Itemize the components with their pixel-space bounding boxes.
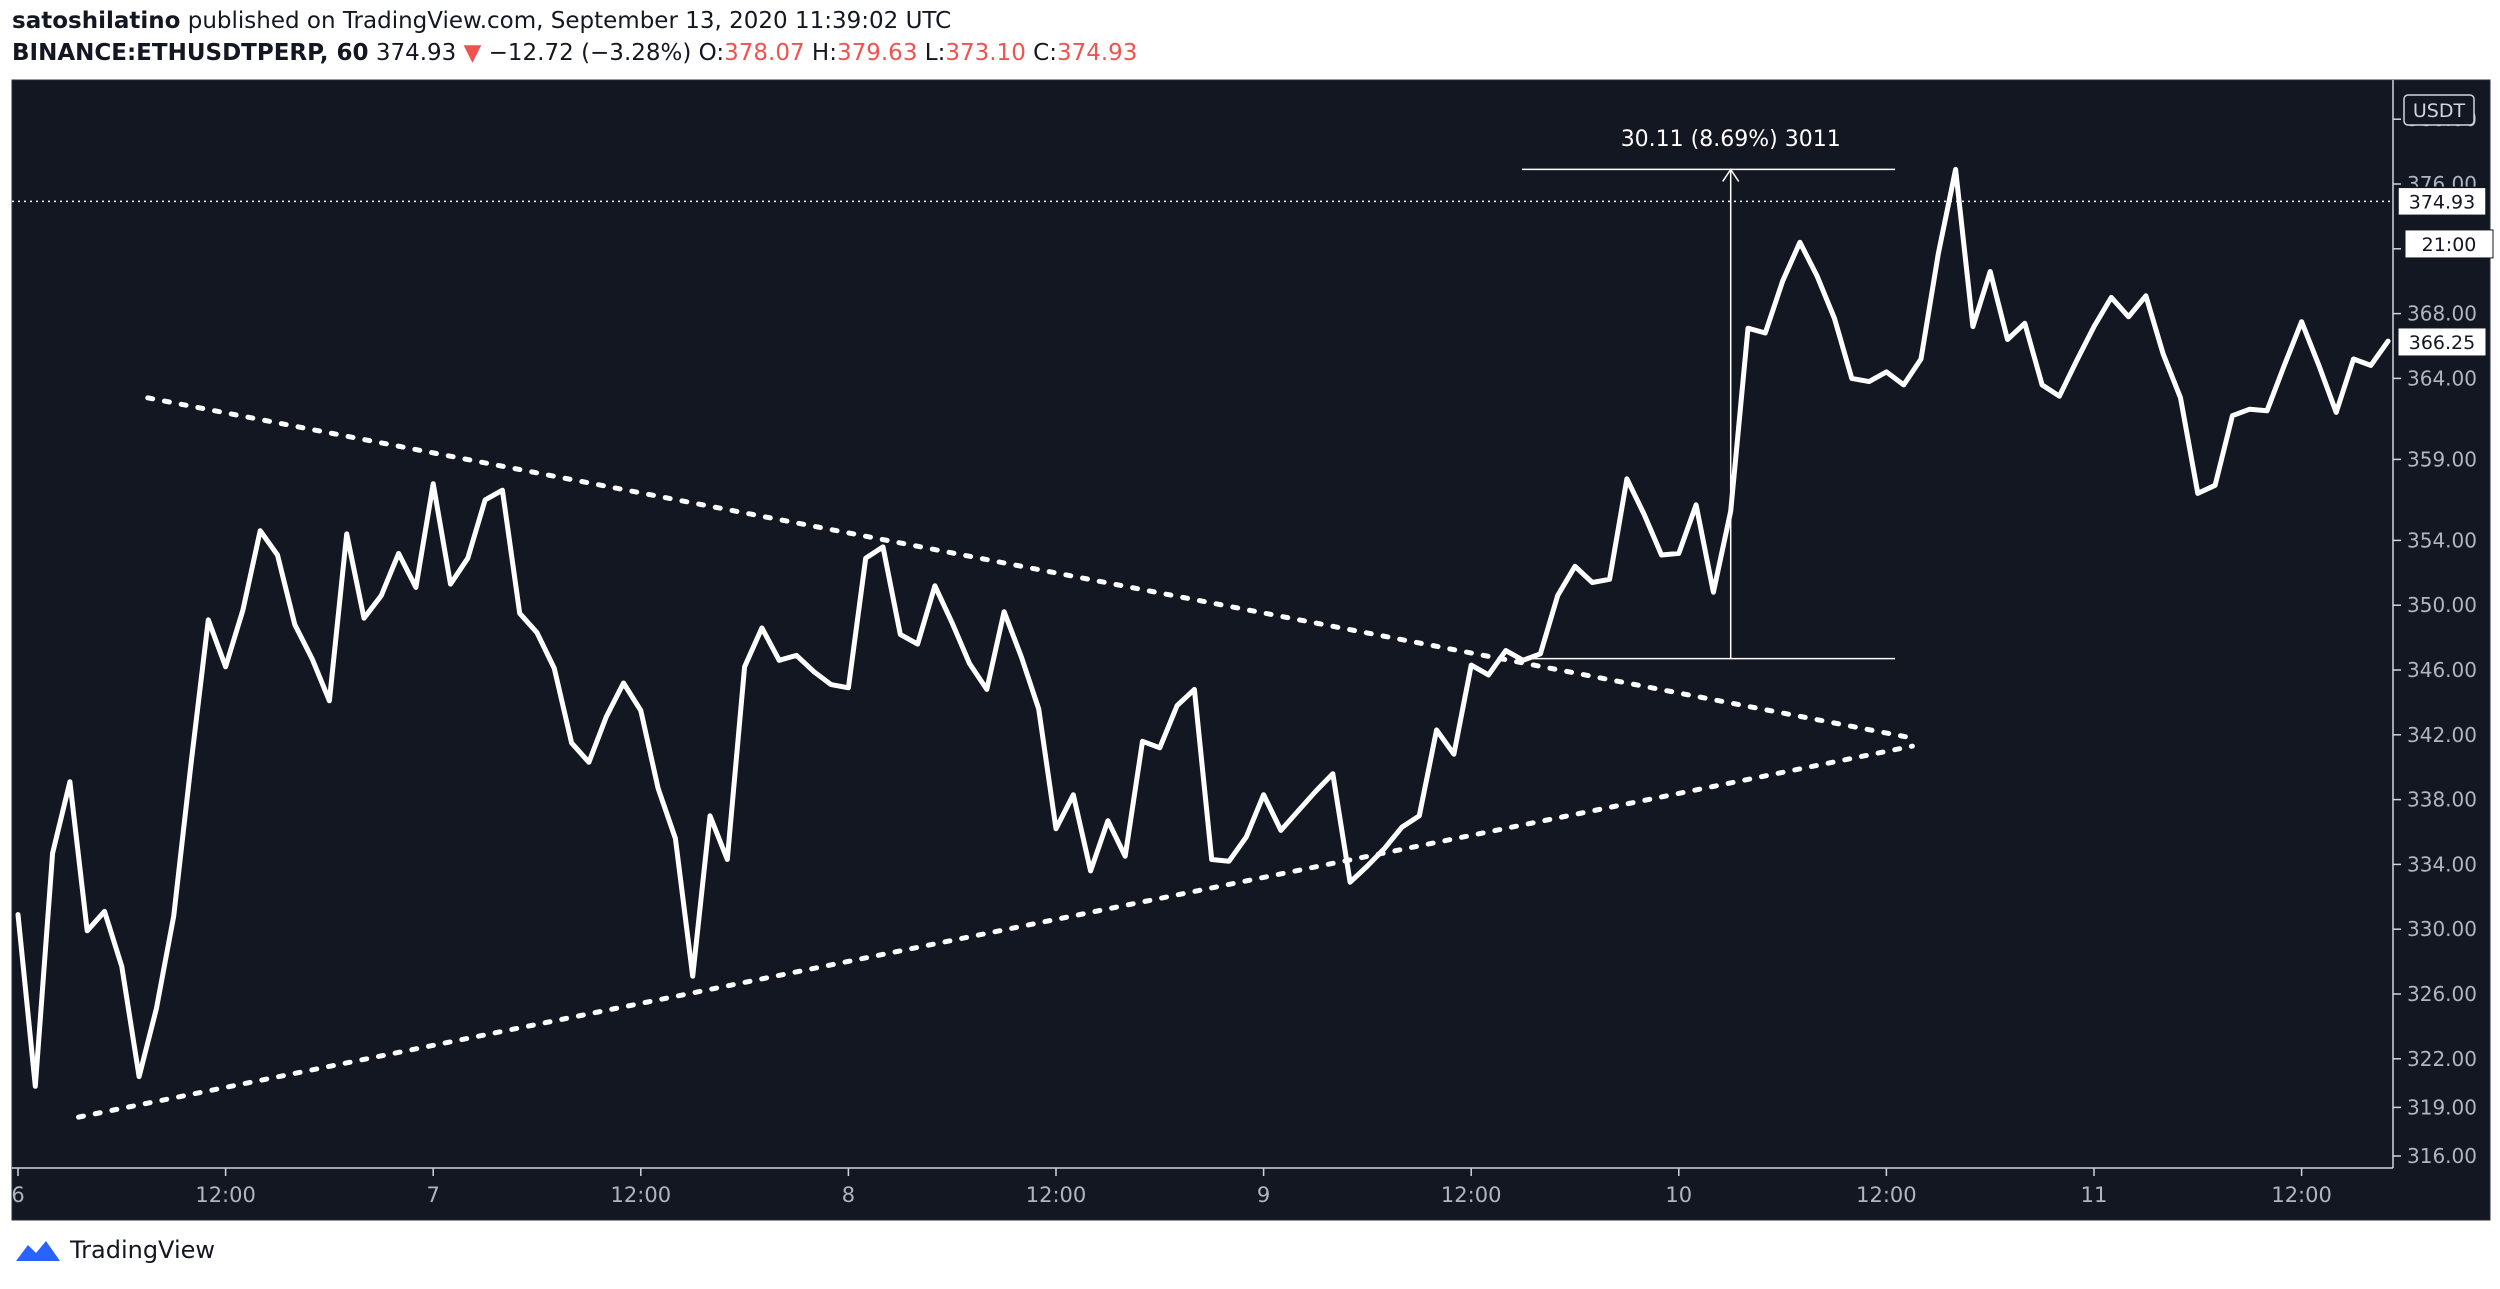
- x-tick-label: 12:00: [1856, 1183, 1917, 1207]
- down-arrow-icon: ▼: [463, 40, 482, 66]
- x-tick-label: 12:00: [195, 1183, 256, 1207]
- published-text: published on TradingView.com, September …: [187, 8, 952, 34]
- open-label: O:: [698, 40, 725, 66]
- price-change: −12.72 (−3.28%): [488, 40, 692, 66]
- y-tick-label: 364.00: [2407, 366, 2477, 390]
- author-name[interactable]: satoshilatino: [12, 8, 181, 34]
- y-tick-label: 316.00: [2407, 1144, 2477, 1168]
- y-tick-label: 319.00: [2407, 1095, 2477, 1119]
- x-tick-label: 12:00: [611, 1183, 672, 1207]
- price-label-box: [2397, 327, 2487, 357]
- symbol-name: BINANCE:ETHUSDTPERP, 60: [12, 40, 369, 66]
- low-label: L:: [924, 40, 946, 66]
- y-tick-label: 350.00: [2407, 593, 2477, 617]
- y-tick-label: 359.00: [2407, 447, 2477, 471]
- y-tick-label: 354.00: [2407, 528, 2477, 552]
- y-tick-label: 342.00: [2407, 723, 2477, 747]
- y-tick-label: 330.00: [2407, 917, 2477, 941]
- currency-badge[interactable]: [2403, 94, 2475, 126]
- x-tick-label: 7: [427, 1183, 440, 1207]
- y-tick-label: 346.00: [2407, 658, 2477, 682]
- price-label-box: [2397, 186, 2487, 217]
- low-value: 373.10: [945, 40, 1026, 66]
- open-value: 378.07: [724, 40, 805, 66]
- tradingview-brand[interactable]: TradingView: [14, 1236, 215, 1264]
- y-tick-label: 368.00: [2407, 302, 2477, 326]
- publish-info: satoshilatino published on TradingView.c…: [12, 8, 951, 34]
- x-tick-label: 12:00: [1441, 1183, 1502, 1207]
- currency-label: USDT: [2413, 100, 2466, 122]
- measure-arrow-icon: [1722, 168, 1740, 182]
- x-tick-label: 12:00: [2271, 1183, 2332, 1207]
- price-label-cursor: 366.25: [2409, 332, 2475, 354]
- price-label-box: [2404, 229, 2494, 259]
- chart-panel: [11, 79, 2491, 1221]
- resistance-trendline[interactable]: [145, 395, 1915, 741]
- tradingview-brand-label: TradingView: [70, 1236, 216, 1264]
- x-tick-label: 12:00: [1026, 1183, 1087, 1207]
- x-tick-label: 9: [1257, 1183, 1270, 1207]
- last-price: 374.93: [375, 40, 457, 66]
- price-label-countdown: 21:00: [2422, 234, 2477, 256]
- high-label: H:: [811, 40, 837, 66]
- x-tick-label: 11: [2081, 1183, 2108, 1207]
- close-value: 374.93: [1056, 40, 1138, 66]
- close-label: C:: [1033, 40, 1057, 66]
- price-series-line[interactable]: [15, 166, 2391, 1089]
- price-label-last: 374.93: [2409, 191, 2475, 213]
- measure-label: 30.11 (8.69%) 3011: [1621, 127, 1841, 152]
- x-tick-label: 6: [11, 1183, 24, 1207]
- support-trendline[interactable]: [76, 743, 1915, 1120]
- symbol-info: BINANCE:ETHUSDTPERP, 60 374.93 ▼ −12.72 …: [12, 40, 1137, 66]
- y-tick-label: 326.00: [2407, 982, 2477, 1006]
- y-tick-label: 334.00: [2407, 852, 2477, 876]
- x-tick-label: 8: [842, 1183, 855, 1207]
- high-value: 379.63: [836, 40, 918, 66]
- x-tick-label: 10: [1665, 1183, 1692, 1207]
- tradingview-logo-icon: [16, 1241, 60, 1261]
- y-tick-label: 322.00: [2407, 1047, 2477, 1071]
- y-tick-label: 338.00: [2407, 788, 2477, 812]
